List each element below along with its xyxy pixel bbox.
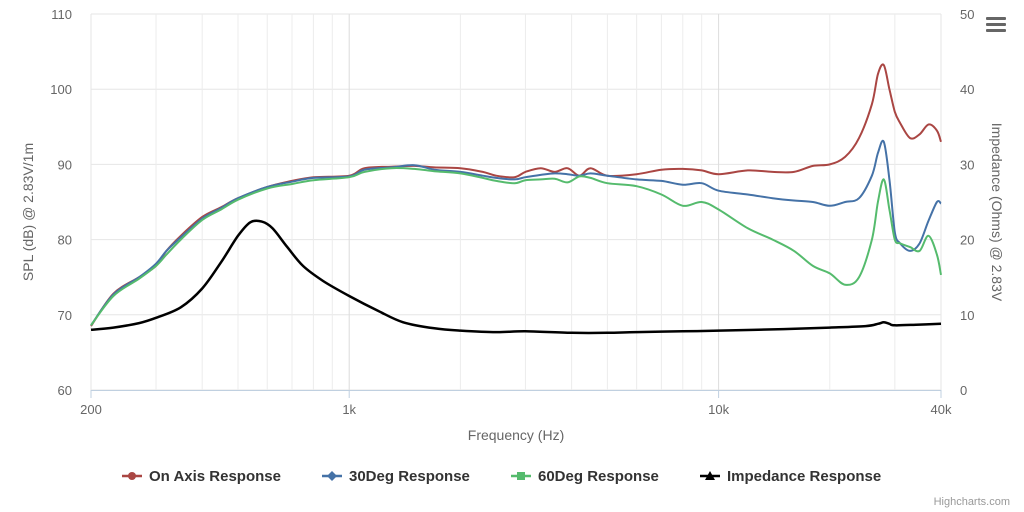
series-line-impedance-response (90, 219, 942, 335)
legend-item-60deg-response[interactable]: 60Deg Response (511, 468, 659, 485)
series-line-30deg-response (90, 139, 942, 326)
legend[interactable]: On Axis Response 30Deg Response 60Deg Resp… (122, 468, 881, 485)
y-left-tick-label: 100 (50, 82, 72, 97)
legend-label-30deg-response: 30Deg Response (349, 468, 470, 485)
y-right-tick-label: 40 (960, 82, 974, 97)
legend-label-impedance-response: Impedance Response (727, 468, 881, 485)
legend-marker-square (517, 472, 525, 480)
y-left-axis-title: SPL (dB) @ 2.83V/1m (20, 143, 36, 281)
series-line-60deg-response (90, 167, 942, 326)
y-right-tick-label: 0 (960, 383, 967, 398)
legend-label-on-axis-response: On Axis Response (149, 468, 281, 485)
y-left-tick-label: 80 (58, 233, 72, 248)
series-lines (90, 63, 942, 335)
y-right-tick-label: 10 (960, 308, 974, 323)
y-right-axis-title: Impedance (Ohms) @ 2.83V (989, 123, 1005, 302)
y-right-tick-label: 30 (960, 157, 974, 172)
legend-marker-triangle (705, 471, 715, 480)
legend-marker-diamond (327, 471, 337, 481)
legend-marker-circle (128, 472, 136, 480)
y-left-tick-label: 110 (51, 7, 72, 22)
x-tick-label: 40k (931, 402, 952, 417)
x-tick-label: 10k (708, 402, 729, 417)
x-tick-label: 200 (80, 402, 102, 417)
legend-item-on-axis-response[interactable]: On Axis Response (122, 468, 281, 485)
x-tick-label: 1k (342, 402, 356, 417)
legend-label-60deg-response: 60Deg Response (538, 468, 659, 485)
hamburger-menu-icon[interactable] (982, 14, 1010, 40)
grid (90, 13, 942, 391)
y-left-tick-label: 90 (58, 157, 72, 172)
y-right-tick-label: 50 (960, 7, 974, 22)
y-left-tick-label: 70 (58, 308, 72, 323)
x-axis-title: Frequency (Hz) (468, 427, 564, 443)
y-right-tick-label: 20 (960, 233, 974, 248)
axes: 60 70 80 90 100 110 0 10 20 30 40 50 200 1k 10k 40k Freq… (20, 7, 1005, 443)
credit-link[interactable]: Highcharts.com (934, 496, 1010, 508)
series-line-on-axis-response (90, 63, 942, 327)
legend-item-30deg-response[interactable]: 30Deg Response (322, 468, 470, 485)
legend-item-impedance-response[interactable]: Impedance Response (700, 468, 881, 485)
y-left-tick-label: 60 (58, 383, 72, 398)
